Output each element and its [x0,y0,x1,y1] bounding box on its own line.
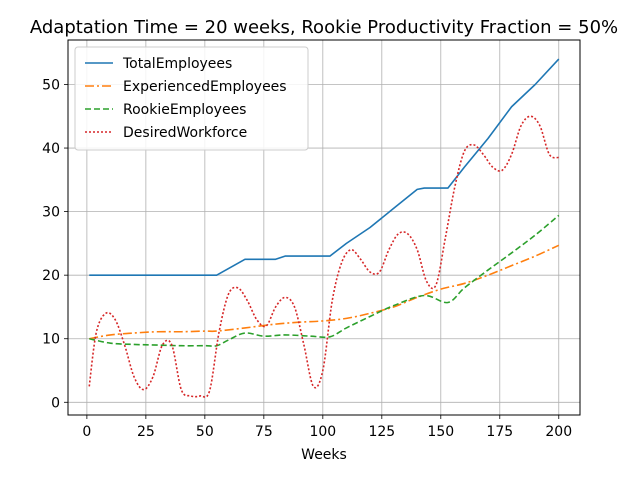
series-line-ExperiencedEmployees [89,244,560,340]
x-tick-label: 100 [309,424,336,440]
y-tick-label: 10 [42,332,60,348]
y-tick-label: 0 [51,395,60,411]
y-tick-label: 30 [42,205,60,221]
x-tick-label: 125 [368,424,395,440]
x-tick-label: 50 [196,424,214,440]
y-tick-label: 20 [42,268,60,284]
x-tick-label: 175 [486,424,513,440]
ticks: 0 25 50 75 100 125 150 175 200 0 10 20 30 40 50 [42,77,572,440]
series-line-RookieEmployees [89,214,560,347]
x-tick-label: 150 [427,424,454,440]
y-tick-label: 40 [42,141,60,157]
series-line-DesiredWorkforce [88,115,560,398]
legend-label: ExperiencedEmployees [123,79,287,95]
series-layer [88,58,560,398]
x-tick-label: 200 [545,424,572,440]
series-line-TotalEmployees [89,58,560,276]
chart-title: Adaptation Time = 20 weeks, Rookie Produ… [30,17,618,38]
y-tick-label: 50 [42,77,60,93]
legend-box [74,46,309,151]
x-tick-label: 0 [82,424,91,440]
x-tick-label: 25 [137,424,155,440]
x-tick-label: 75 [255,424,273,440]
x-axis-label: Weeks [301,447,347,463]
legend: TotalEmployees ExperiencedEmployees Rookie… [74,46,309,151]
plot-frame [67,39,581,416]
legend-label: TotalEmployees [122,56,232,72]
legend-label: RookieEmployees [123,102,246,118]
legend-label: DesiredWorkforce [123,125,247,141]
